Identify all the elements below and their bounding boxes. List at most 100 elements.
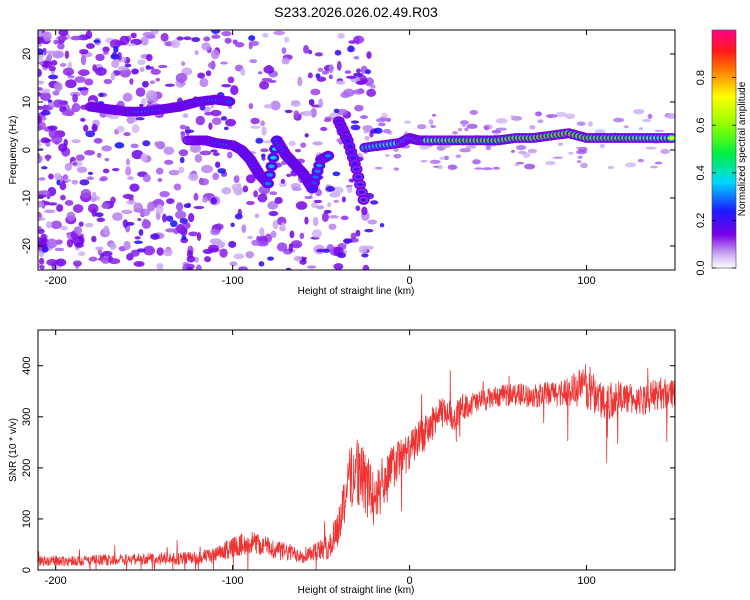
- heatmap-cell: [87, 203, 99, 214]
- heatmap-cell: [131, 124, 140, 134]
- heatmap-xtick-label: 0: [407, 275, 413, 287]
- heatmap-cell: [638, 127, 643, 131]
- heatmap-cell: [373, 127, 383, 134]
- heatmap-cell: [290, 240, 303, 249]
- heatmap-cell: [51, 134, 63, 145]
- heatmap-cell: [70, 35, 83, 41]
- heatmap-cell: [219, 61, 228, 65]
- heatmap-cell: [495, 118, 508, 124]
- heatmap-cell: [126, 116, 135, 124]
- heatmap-cell: [472, 159, 481, 165]
- heatmap-cell: [358, 245, 368, 254]
- heatmap-cell: [195, 264, 202, 270]
- heatmap-cell: [140, 153, 148, 162]
- heatmap-cell: [60, 225, 69, 231]
- heatmap-cell: [333, 108, 340, 114]
- heatmap-cell: [420, 160, 428, 163]
- heatmap-cell: [654, 161, 663, 165]
- heatmap-cell: [301, 257, 307, 262]
- heatmap-cell: [102, 46, 110, 53]
- heatmap-cell: [350, 124, 361, 131]
- heatmap-cell: [123, 240, 131, 251]
- heatmap-cell: [156, 247, 164, 256]
- heatmap-cell: [38, 237, 44, 246]
- heatmap-cell: [350, 120, 359, 124]
- heatmap-cell: [38, 200, 45, 208]
- heatmap-cell: [340, 215, 349, 221]
- snr-ytick-label: 300: [21, 408, 33, 426]
- heatmap-cell: [356, 68, 361, 74]
- heatmap-cell: [154, 141, 160, 147]
- heatmap-cell: [94, 212, 104, 218]
- heatmap-cell: [352, 89, 365, 95]
- heatmap-cell: [250, 125, 261, 129]
- heatmap-ylabel: Frequency (Hz): [8, 116, 19, 185]
- heatmap-cell: [59, 182, 67, 191]
- heatmap-cell: [95, 246, 104, 251]
- heatmap-cell: [38, 48, 44, 55]
- heatmap-cell: [78, 221, 84, 227]
- heatmap-cell: [210, 109, 222, 117]
- colorbar-tick-label: 0.0: [695, 260, 707, 275]
- heatmap-cell: [165, 215, 174, 222]
- heatmap-cell: [59, 106, 67, 113]
- heatmap-cell: [134, 236, 141, 240]
- heatmap-cell: [258, 261, 265, 267]
- heatmap-cell: [333, 199, 339, 203]
- heatmap-cell: [306, 265, 317, 269]
- heatmap-cell: [41, 166, 48, 170]
- heatmap-cell: [46, 238, 58, 249]
- heatmap-cell: [485, 144, 491, 151]
- heatmap-cell: [50, 60, 58, 66]
- heatmap-cell: [303, 44, 310, 54]
- heatmap-ytick-label: 20: [21, 48, 33, 60]
- heatmap-cell: [248, 35, 256, 41]
- heatmap-cell: [109, 242, 117, 250]
- heatmap-cell: [65, 79, 77, 89]
- heatmap-cell: [269, 191, 278, 196]
- heatmap-cell: [510, 115, 523, 121]
- heatmap-cell: [527, 148, 537, 154]
- heatmap-cell: [114, 142, 125, 149]
- heatmap-cell: [334, 49, 342, 56]
- heatmap-cell: [139, 103, 144, 108]
- heatmap-cell: [360, 115, 369, 120]
- heatmap-cell: [210, 197, 218, 205]
- heatmap-cell: [165, 228, 176, 233]
- heatmap-cell: [202, 196, 208, 203]
- heatmap-cell: [304, 195, 313, 200]
- heatmap-cell: [58, 30, 69, 37]
- heatmap-cell: [281, 47, 287, 55]
- heatmap-cell: [45, 221, 52, 229]
- heatmap-cell: [230, 222, 235, 228]
- heatmap-cell: [38, 225, 42, 230]
- heatmap-cell: [54, 172, 62, 181]
- heatmap-cell: [205, 70, 212, 77]
- heatmap-cell: [195, 115, 206, 126]
- heatmap-cell: [347, 185, 353, 194]
- heatmap-cell: [40, 116, 47, 121]
- heatmap-cell: [312, 141, 323, 146]
- heatmap-cell: [268, 164, 275, 169]
- heatmap-cell: [483, 125, 490, 131]
- heatmap-cell: [99, 176, 108, 182]
- colorbar-tick-label: 0.4: [695, 165, 707, 180]
- heatmap-cell: [164, 159, 174, 165]
- snr-xtick-label: 0: [407, 575, 413, 587]
- heatmap-cell: [429, 159, 441, 164]
- heatmap-cell: [336, 108, 348, 116]
- heatmap-cell: [552, 156, 564, 159]
- heatmap-cell: [103, 78, 113, 85]
- heatmap-cell: [234, 41, 245, 48]
- heatmap-cell: [135, 87, 146, 97]
- heatmap-cell: [251, 239, 261, 246]
- heatmap-cell: [238, 266, 248, 270]
- heatmap-cell: [555, 111, 567, 118]
- heatmap-cell: [333, 263, 344, 270]
- heatmap-cell: [381, 112, 388, 119]
- heatmap-cell: [265, 64, 273, 71]
- heatmap-cell: [151, 200, 159, 205]
- heatmap-cell: [257, 71, 263, 75]
- heatmap-cell: [248, 43, 253, 50]
- snr-ytick-label: 200: [21, 459, 33, 477]
